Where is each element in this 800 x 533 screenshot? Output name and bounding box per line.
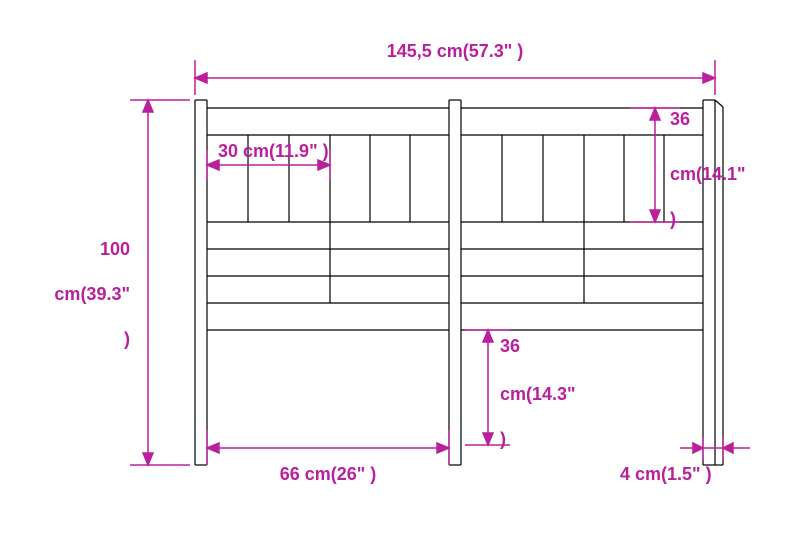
- dimension-lines: [130, 60, 750, 465]
- label-panel-width: 30 cm(11.9" ): [218, 141, 329, 161]
- label-leg-width: 66 cm(26" ): [280, 464, 377, 484]
- label-height-left-2: cm(39.3": [54, 284, 130, 304]
- label-mid-1: 36: [500, 336, 520, 356]
- label-ur-2: cm(14.1": [670, 164, 746, 184]
- label-height-left-1: 100: [100, 239, 130, 259]
- label-height-left-3: ): [124, 329, 130, 349]
- label-width-top: 145,5 cm(57.3" ): [387, 41, 524, 61]
- dim-width-top: [195, 60, 715, 95]
- label-ur-3: ): [670, 209, 676, 229]
- label-mid-2: cm(14.3": [500, 384, 576, 404]
- dimension-diagram: 145,5 cm(57.3" ) 100 cm(39.3" ) 30 cm(11…: [0, 0, 800, 533]
- dim-height-left: [130, 100, 190, 465]
- drawing-canvas: 145,5 cm(57.3" ) 100 cm(39.3" ) 30 cm(11…: [0, 0, 800, 533]
- label-ur-1: 36: [670, 109, 690, 129]
- label-mid-3: ): [500, 429, 506, 449]
- label-depth: 4 cm(1.5" ): [620, 464, 712, 484]
- dim-leg-width: [207, 430, 449, 465]
